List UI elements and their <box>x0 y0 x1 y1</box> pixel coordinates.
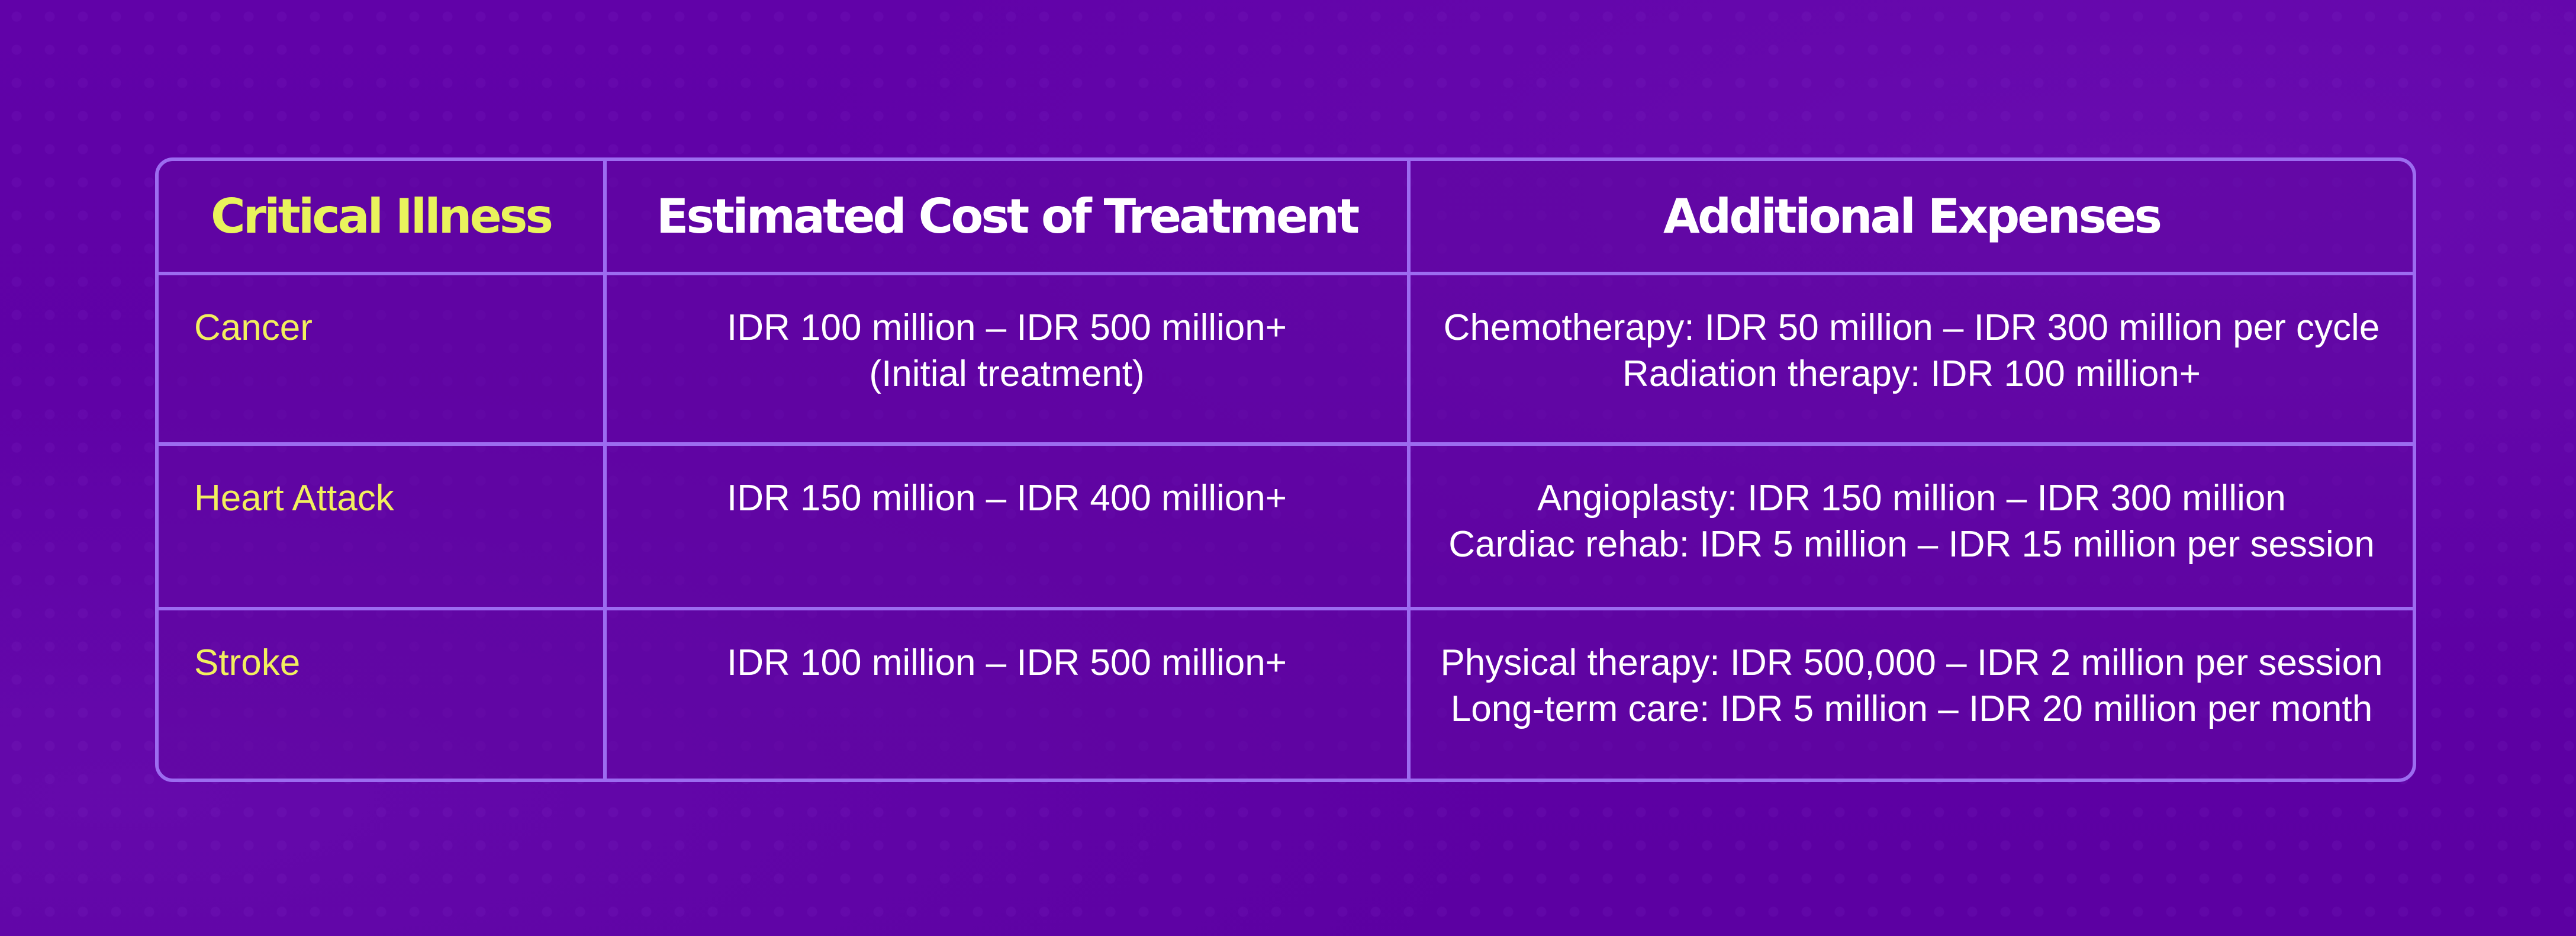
expense-line: Long-term care: IDR 5 million – IDR 20 m… <box>1450 689 2373 729</box>
cost-line: IDR 100 million – IDR 500 million+ <box>727 307 1287 348</box>
header-critical-illness: Critical Illness <box>159 161 607 275</box>
table-row: Heart Attack IDR 150 million – IDR 400 m… <box>159 442 2413 610</box>
cost-table: Critical Illness Estimated Cost of Treat… <box>159 161 2413 779</box>
header-estimated-cost: Estimated Cost of Treatment <box>603 161 1411 275</box>
estimated-cost-cell: IDR 150 million – IDR 400 million+ <box>603 442 1411 610</box>
additional-expenses-cell: Physical therapy: IDR 500,000 – IDR 2 mi… <box>1407 607 2413 779</box>
illness-name: Cancer <box>159 272 607 446</box>
additional-expenses-cell: Angioplasty: IDR 150 million – IDR 300 m… <box>1407 442 2413 610</box>
cost-line: IDR 150 million – IDR 400 million+ <box>727 478 1287 519</box>
cost-line: IDR 100 million – IDR 500 million+ <box>727 642 1287 683</box>
comparison-table: Critical Illness Estimated Cost of Treat… <box>155 157 2416 782</box>
expense-line: Physical therapy: IDR 500,000 – IDR 2 mi… <box>1440 642 2383 683</box>
expense-line: Cardiac rehab: IDR 5 million – IDR 15 mi… <box>1448 524 2375 565</box>
expense-line: Angioplasty: IDR 150 million – IDR 300 m… <box>1537 478 2286 519</box>
table-row: Cancer IDR 100 million – IDR 500 million… <box>159 272 2413 446</box>
expense-line: Chemotherapy: IDR 50 million – IDR 300 m… <box>1443 307 2380 348</box>
expense-line: Radiation therapy: IDR 100 million+ <box>1622 353 2201 394</box>
estimated-cost-cell: IDR 100 million – IDR 500 million+ (Init… <box>603 272 1411 446</box>
illness-name: Heart Attack <box>159 442 607 610</box>
header-row: Critical Illness Estimated Cost of Treat… <box>159 161 2413 275</box>
estimated-cost-cell: IDR 100 million – IDR 500 million+ <box>603 607 1411 779</box>
cost-line: (Initial treatment) <box>869 353 1145 394</box>
table-row: Stroke IDR 100 million – IDR 500 million… <box>159 607 2413 779</box>
additional-expenses-cell: Chemotherapy: IDR 50 million – IDR 300 m… <box>1407 272 2413 446</box>
header-additional-expenses: Additional Expenses <box>1407 161 2413 275</box>
illness-name: Stroke <box>159 607 607 779</box>
